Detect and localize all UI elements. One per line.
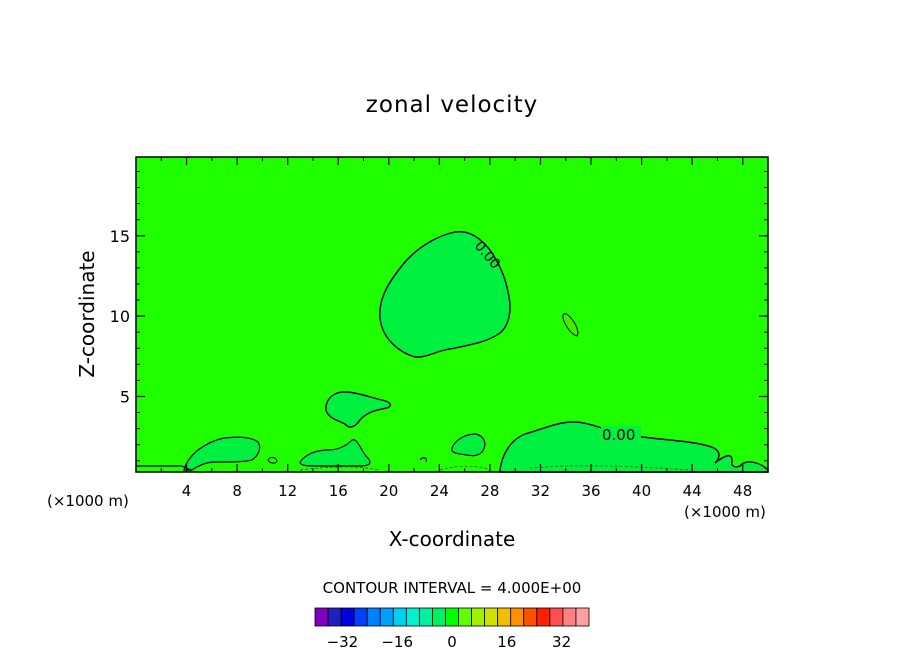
x-axis: 4 8 12 16 20 24 28 32 36 40 44 48 [160,157,752,500]
x-tick-label: 32 [531,482,550,500]
x-tick-label: 36 [581,482,600,500]
x-tick-label: 16 [329,482,348,500]
colorbar-swatch [418,607,433,627]
colorbar-swatch [510,607,525,627]
colorbar-swatch [575,607,590,627]
colorbar-swatch [562,607,577,627]
colorbar: −32 −16 0 16 32 [314,607,590,651]
x-tick-label: 8 [232,482,242,500]
colorbar-swatch [536,607,551,627]
x-tick-label: 44 [683,482,702,500]
colorbar-swatch [340,607,355,627]
x-tick-label: 12 [278,482,297,500]
plot-frame [135,156,769,473]
y-axis-title: Z-coordinate [75,250,99,377]
colorbar-tick-label: −32 [327,633,359,651]
colorbar-tick-label: −16 [381,633,413,651]
colorbar-swatch [484,607,499,627]
contour-label-background [601,426,641,442]
x-tick-label: 48 [733,482,752,500]
x-unit-label-right: (×1000 m) [684,503,766,521]
y-tick-label: 15 [110,227,130,246]
contour-region-bottom-left [183,436,261,471]
y-axis: 5 10 15 [110,170,768,462]
colorbar-swatch [445,607,459,627]
colorbar-swatch [458,607,472,627]
contour-region-bottom-right [499,421,769,473]
contour-fills [136,231,769,473]
contour-line-bottom-dashed [299,465,691,471]
x-unit-label-left: (×1000 m) [47,492,129,510]
colorbar-swatch [405,607,420,627]
colorbar-swatch [471,607,486,627]
x-tick-label: 20 [379,482,398,500]
colorbar-swatch [523,607,538,627]
colorbar-swatch [366,607,381,627]
colorbar-swatch [432,607,446,627]
colorbar-swatch [353,607,368,627]
colorbar-swatch [314,607,329,627]
chart-title: zonal velocity [366,92,538,118]
contour-region-bottom-middle [299,439,371,467]
colorbar-tick-label: 0 [447,633,457,651]
x-tick-label: 4 [182,482,192,500]
colorbar-swatch [392,607,407,627]
colorbar-swatch [327,607,342,627]
contour-region-upper [379,231,511,358]
contour-interval-caption: CONTOUR INTERVAL = 4.000E+00 [323,579,582,597]
contour-region-tiny [267,457,278,464]
x-tick-label: 28 [480,482,499,500]
x-tick-label: 24 [430,482,449,500]
contour-label: 0.00 [602,426,635,444]
colorbar-swatch [379,607,394,627]
x-axis-title: X-coordinate [389,527,516,551]
y-tick-label: 5 [120,387,130,406]
colorbar-tick-label: 16 [497,633,516,651]
colorbar-tick-label: 32 [552,633,571,651]
colorbar-swatch [497,607,512,627]
contour-region-small-right [562,313,579,337]
colorbar-swatch [549,607,564,627]
x-tick-label: 40 [632,482,651,500]
contour-region-small-center [451,433,486,457]
contour-line-bottom-edge [136,457,428,471]
contour-region-mid-left [325,391,392,428]
y-tick-label: 10 [110,307,130,326]
